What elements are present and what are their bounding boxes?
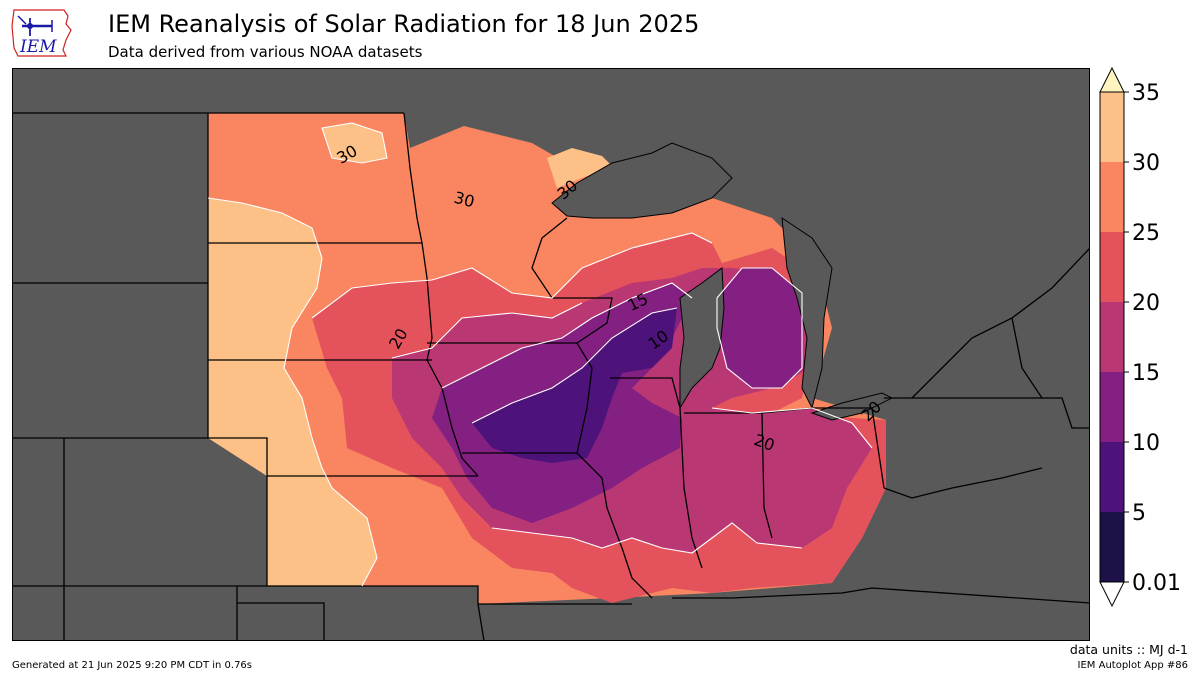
lake-superior — [551, 142, 733, 219]
data-units-label: data units :: MJ d-1 — [1069, 642, 1188, 657]
generated-timestamp: Generated at 21 Jun 2025 9:20 PM CDT in … — [12, 660, 253, 671]
radiation-band-10-15-mi — [717, 268, 802, 388]
colorbar: 35 30 25 20 15 10 5 0.01 — [1094, 60, 1200, 620]
contour-lines — [207, 122, 873, 587]
colorbar-under-arrow — [1099, 581, 1125, 608]
colorbar-band-25 — [1100, 162, 1124, 233]
colorbar-over-arrow — [1099, 66, 1125, 93]
colorbar-band-10 — [1100, 372, 1124, 443]
colorbar-tick-label: 25 — [1132, 221, 1160, 246]
page-subtitle: Data derived from various NOAA datasets — [108, 43, 423, 61]
colorbar-tick-label: 5 — [1132, 501, 1146, 526]
colorbar-tick-label: 30 — [1132, 151, 1160, 176]
lake-michigan — [679, 267, 725, 410]
colorbar-tick-label: 15 — [1132, 361, 1160, 386]
colorbar-band-30 — [1100, 92, 1124, 163]
radiation-band-5-10 — [472, 308, 677, 463]
colorbar-band-20 — [1100, 232, 1124, 303]
iem-logo: IEM — [8, 6, 78, 60]
solar-radiation-map: 30 30 30 20 15 10 20 20 — [12, 68, 1090, 641]
autoplot-app-label: IEM Autoplot App #86 — [1077, 660, 1188, 671]
colorbar-band-0.01 — [1100, 512, 1124, 583]
logo-text: IEM — [19, 37, 57, 57]
colorbar-tick-label: 35 — [1132, 81, 1160, 106]
colorbar-frame — [1099, 91, 1125, 583]
colorbar-tick-label: 20 — [1132, 291, 1160, 316]
state-borders — [12, 112, 1090, 641]
map-border — [12, 68, 1090, 641]
colorbar-tick-label: 10 — [1132, 431, 1160, 456]
colorbar-band-15 — [1100, 302, 1124, 373]
radiation-band-30-35-west — [208, 198, 377, 586]
radiation-band-30-35-sup — [547, 148, 612, 188]
contour-label-30-mn: 30 — [452, 188, 477, 212]
page-title: IEM Reanalysis of Solar Radiation for 18… — [108, 10, 700, 38]
colorbar-band-5 — [1100, 442, 1124, 513]
radiation-band-30-35-nd — [322, 123, 387, 163]
colorbar-tick-label: 0.01 — [1132, 571, 1181, 596]
